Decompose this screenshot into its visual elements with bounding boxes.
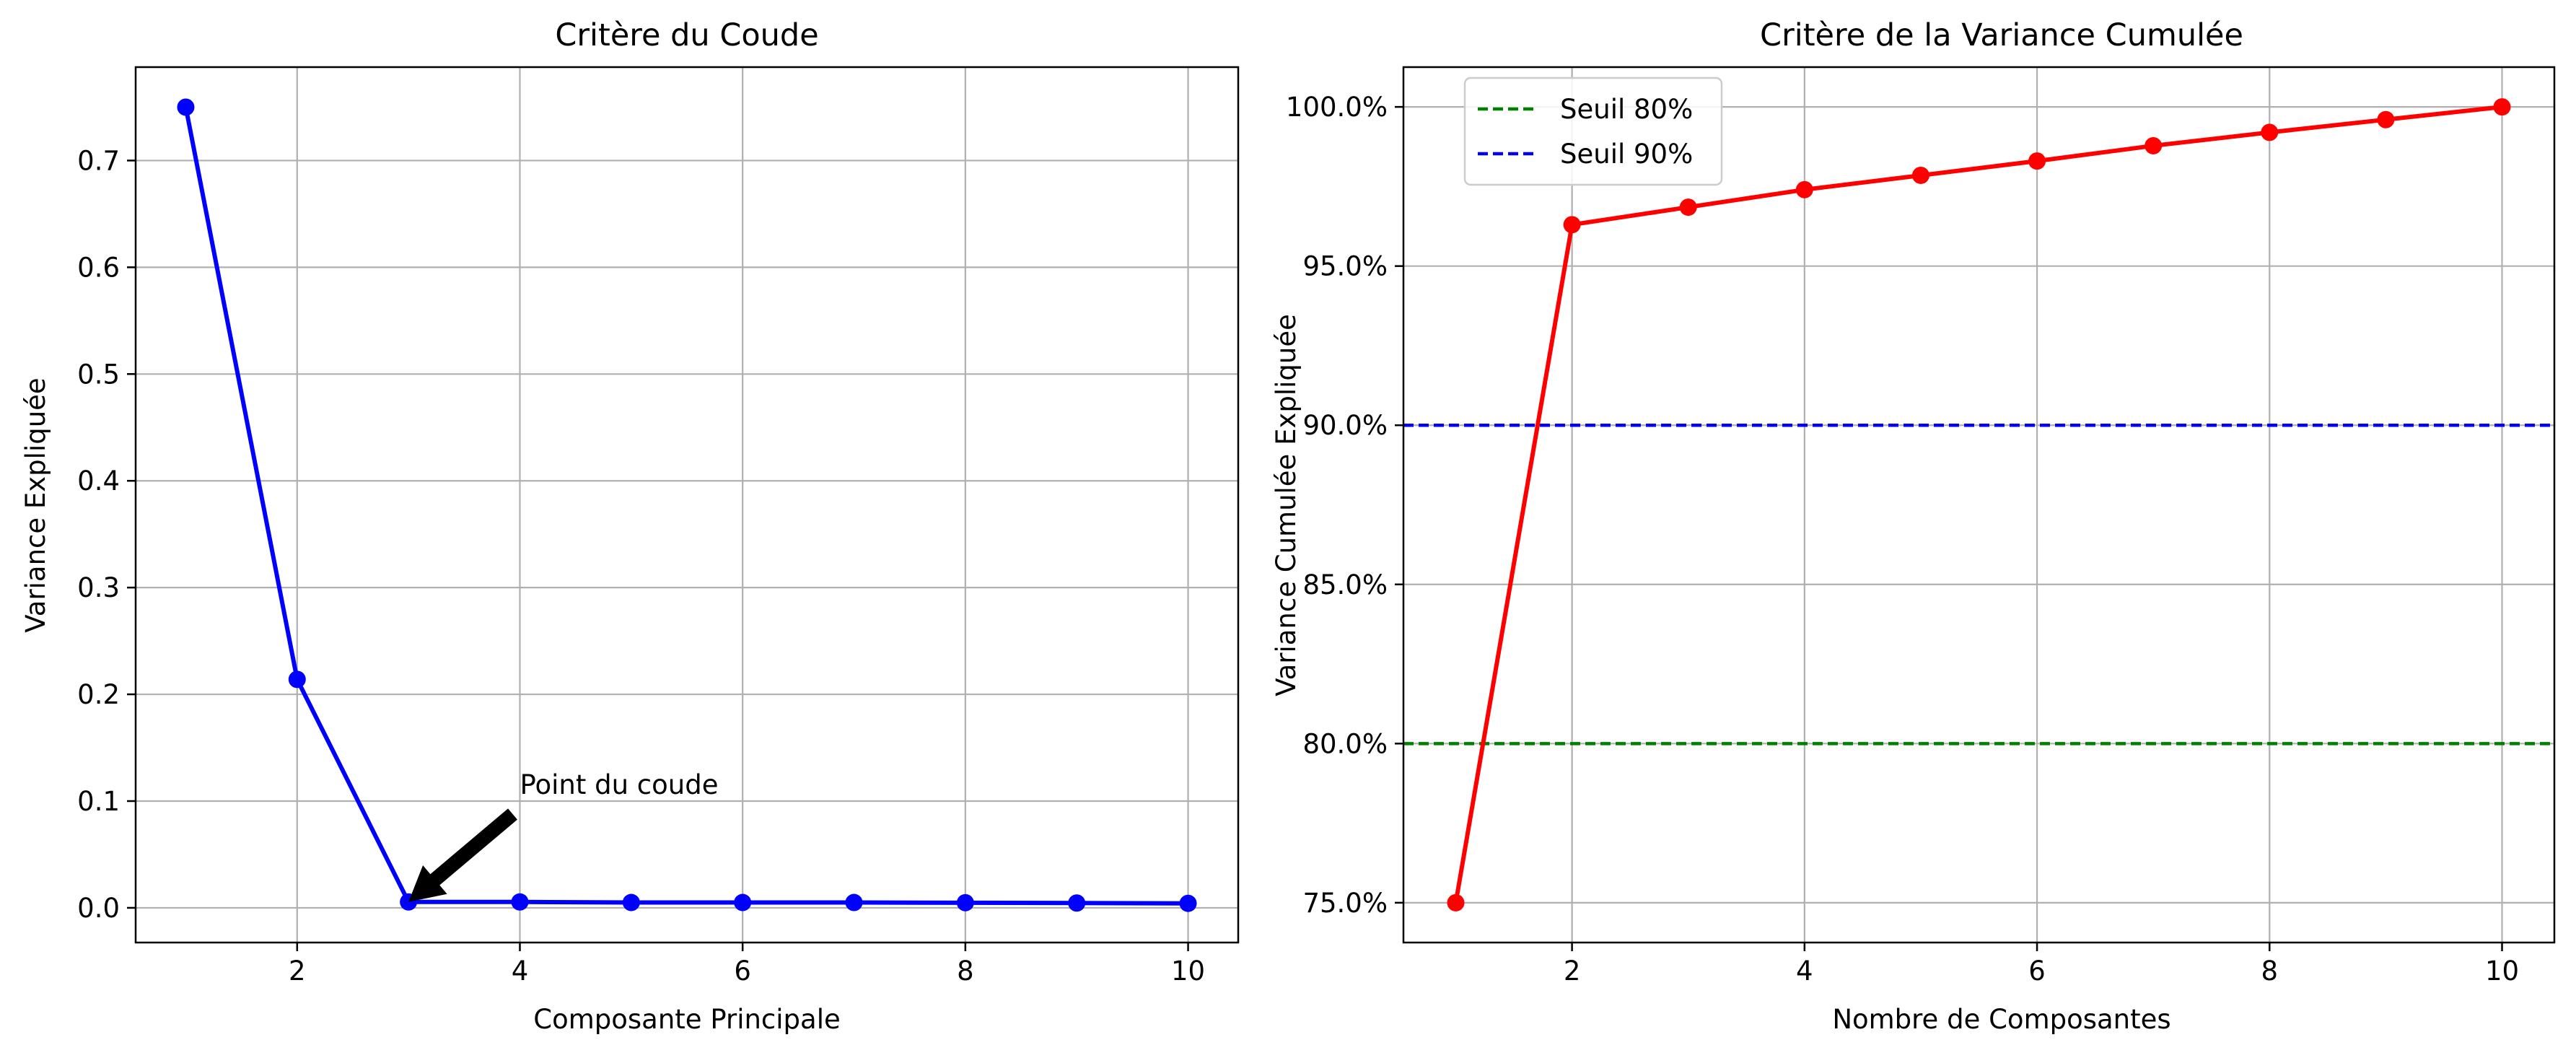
x-tick-label: 8 bbox=[957, 956, 974, 987]
y-tick-label: 0.0 bbox=[77, 893, 120, 924]
series-line bbox=[183, 106, 1188, 906]
cumulative-chart: Critère de la Variance Cumulée 2 4 6 8 10 75.… bbox=[1271, 17, 2556, 1035]
cumulative-x-axis-label: Nombre de Composantes bbox=[1832, 1004, 2170, 1035]
elbow-chart: Critère du Coude Point du coude 2 4 6 8 10 0.… bbox=[20, 17, 1240, 1035]
legend-box bbox=[1463, 76, 1723, 186]
y-tick-label: 0.4 bbox=[77, 465, 120, 497]
y-tick-label: 80.0% bbox=[1302, 728, 1388, 759]
y-tick-label: 0.5 bbox=[77, 359, 120, 390]
y-tick-label: 0.7 bbox=[77, 145, 120, 176]
x-tick-label: 10 bbox=[2485, 956, 2519, 987]
elbow-plot-frame bbox=[134, 66, 1240, 944]
elbow-annotation-text: Point du coude bbox=[520, 769, 718, 800]
x-tick-label: 6 bbox=[734, 956, 751, 987]
data-point bbox=[845, 893, 863, 911]
data-point bbox=[1795, 180, 1813, 198]
cumulative-thresholds bbox=[1403, 423, 2554, 746]
y-tick-label: 0.1 bbox=[77, 786, 120, 817]
y-tick-label: 0.3 bbox=[77, 572, 120, 603]
series-line bbox=[1453, 105, 2502, 904]
data-point bbox=[1068, 894, 1086, 912]
elbow-chart-title: Critère du Coude bbox=[555, 17, 818, 53]
data-point bbox=[2493, 98, 2511, 116]
data-point bbox=[2261, 123, 2279, 141]
y-tick-label: 85.0% bbox=[1302, 569, 1388, 600]
elbow-ticks: 2 4 6 8 10 0.0 0.1 0.2 0.3 0.4 0.5 0.6 0.7 bbox=[77, 145, 1205, 987]
data-point bbox=[177, 98, 195, 116]
data-point bbox=[1563, 216, 1581, 234]
x-tick-label: 8 bbox=[2261, 956, 2279, 987]
elbow-grid bbox=[136, 67, 1238, 943]
data-point bbox=[1179, 894, 1197, 912]
cumulative-ticks: 2 4 6 8 10 75.0% 80.0% 85.0% 90.0% 95.0% 100.0% bbox=[1286, 92, 2519, 987]
cumulative-chart-title: Critère de la Variance Cumulée bbox=[1760, 17, 2243, 53]
cumulative-series bbox=[1447, 98, 2511, 911]
cumulative-legend: Seuil 80% Seuil 90% bbox=[1463, 76, 1723, 186]
annotation-arrow bbox=[408, 808, 517, 902]
data-point bbox=[622, 893, 640, 911]
data-point bbox=[1911, 166, 1929, 184]
x-tick-label: 10 bbox=[1171, 956, 1205, 987]
y-tick-label: 100.0% bbox=[1286, 92, 1388, 123]
data-point bbox=[2028, 152, 2046, 170]
y-tick-label: 90.0% bbox=[1302, 410, 1388, 441]
x-tick-label: 2 bbox=[1564, 956, 1581, 987]
cumulative-y-axis-label: Variance Cumulée Expliquée bbox=[1271, 314, 1302, 696]
data-point bbox=[511, 893, 529, 911]
data-point bbox=[1679, 198, 1697, 217]
data-point bbox=[734, 893, 752, 911]
elbow-y-axis-label: Variance Expliquée bbox=[20, 377, 51, 632]
x-tick-label: 4 bbox=[512, 956, 529, 987]
x-tick-label: 4 bbox=[1796, 956, 1813, 987]
y-tick-label: 0.6 bbox=[77, 252, 120, 283]
data-point bbox=[288, 670, 306, 688]
data-point bbox=[1447, 893, 1465, 911]
y-tick-label: 0.2 bbox=[77, 679, 120, 710]
data-point bbox=[2377, 110, 2395, 128]
y-tick-label: 75.0% bbox=[1302, 888, 1388, 919]
cumulative-plot-frame bbox=[1402, 66, 2556, 944]
y-tick-label: 95.0% bbox=[1302, 251, 1388, 282]
x-tick-label: 2 bbox=[289, 956, 306, 987]
legend-label-seuil-80: Seuil 80% bbox=[1560, 94, 1693, 125]
cumulative-grid bbox=[1403, 67, 2554, 943]
legend-label-seuil-90: Seuil 90% bbox=[1560, 139, 1693, 170]
elbow-annotation: Point du coude bbox=[408, 769, 719, 902]
data-point bbox=[956, 893, 974, 911]
data-point bbox=[2145, 136, 2163, 154]
x-tick-label: 6 bbox=[2028, 956, 2046, 987]
elbow-x-axis-label: Composante Principale bbox=[533, 1004, 841, 1035]
